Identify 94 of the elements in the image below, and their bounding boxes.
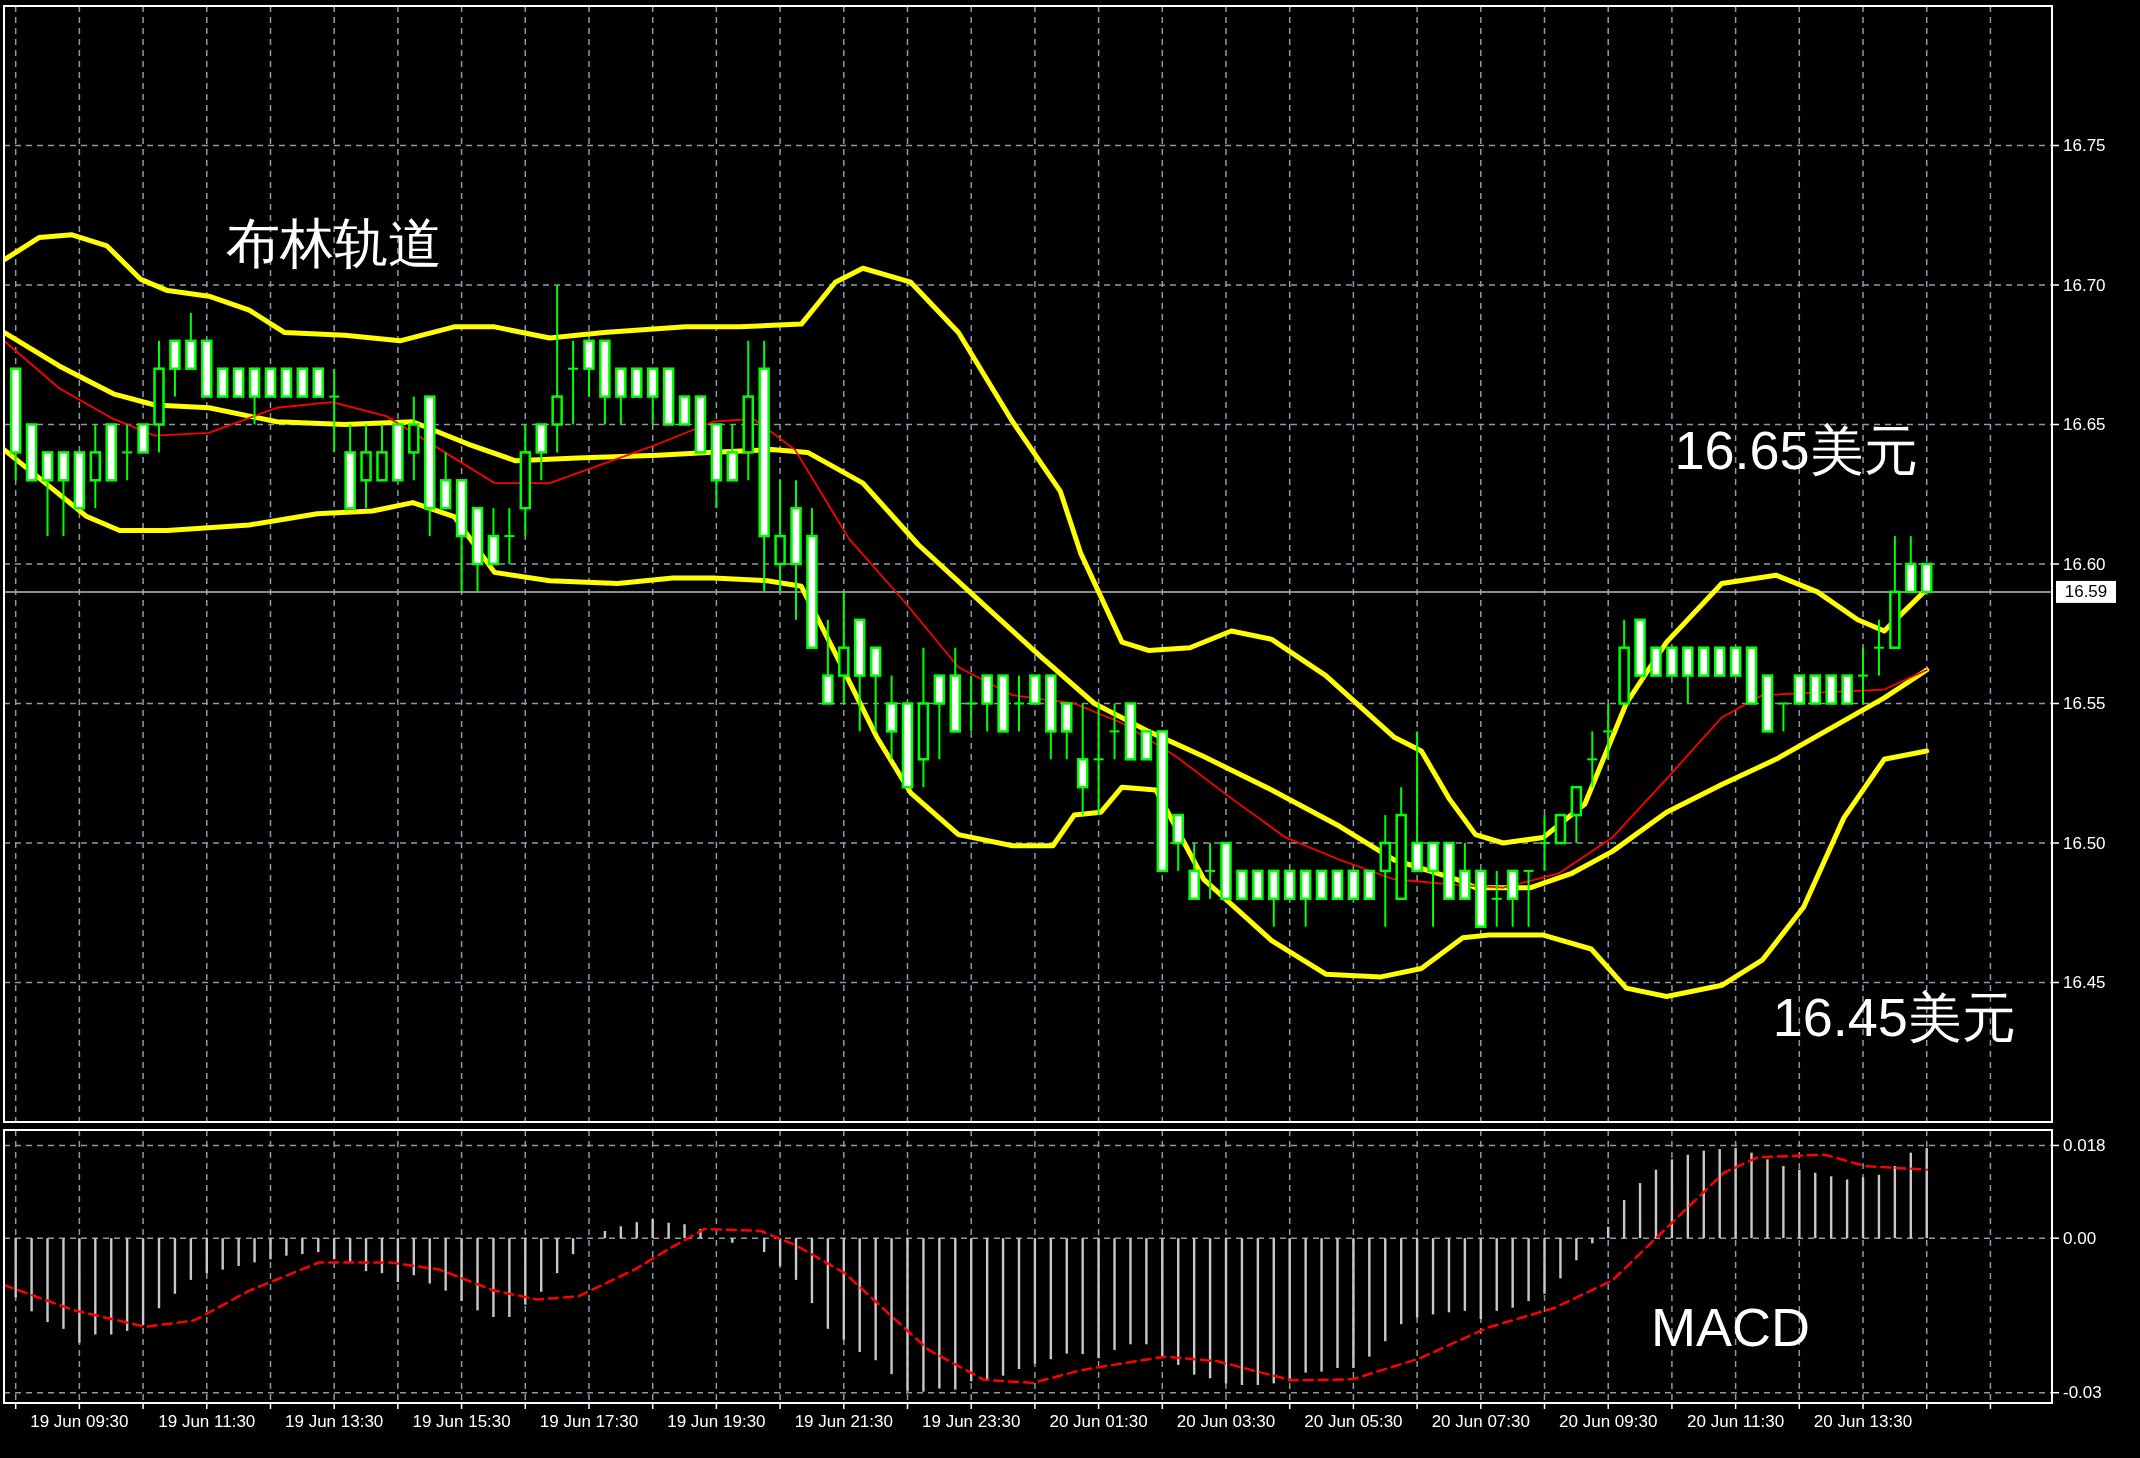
candlestick [1204, 842, 1217, 900]
x-tick-label: 19 Jun 21:30 [794, 1412, 893, 1431]
bar [731, 1238, 734, 1243]
bar [460, 1238, 463, 1302]
x-tick-label: 20 Jun 05:30 [1304, 1412, 1403, 1431]
annotation: MACD [1650, 1296, 1810, 1357]
annotation: 布林轨道 [225, 212, 442, 273]
bar [30, 1238, 33, 1312]
bar [253, 1238, 256, 1263]
y-tick-label: 0.018 [2063, 1135, 2106, 1155]
bar [285, 1238, 288, 1256]
x-tick-label: 19 Jun 23:30 [922, 1412, 1021, 1431]
bar [1734, 1148, 1737, 1239]
bar [1511, 1238, 1514, 1308]
bar [508, 1238, 511, 1317]
y-tick-label: 16.65 [2063, 415, 2106, 434]
x-tick-label: 20 Jun 09:30 [1559, 1412, 1658, 1431]
x-tick-label: 20 Jun 13:30 [1813, 1412, 1913, 1431]
bar [922, 1238, 925, 1392]
bar [1766, 1159, 1769, 1239]
bar [1081, 1238, 1084, 1355]
candlestick [1012, 674, 1025, 733]
annotation: 16.65美元 [1674, 420, 1918, 481]
bar [1336, 1238, 1339, 1368]
x-tick-label: 20 Jun 03:30 [1176, 1412, 1276, 1431]
bar [1575, 1238, 1578, 1261]
candlestick [1490, 869, 1503, 928]
candlestick [1602, 702, 1615, 761]
bar [651, 1219, 654, 1239]
bar [1304, 1238, 1307, 1373]
x-tick-label: 20 Jun 07:30 [1431, 1412, 1530, 1431]
candlestick [567, 339, 580, 426]
bar [62, 1238, 65, 1329]
bar [1161, 1238, 1164, 1359]
bar [667, 1222, 670, 1239]
x-tick-label: 19 Jun 09:30 [30, 1412, 129, 1431]
bar [14, 1238, 17, 1298]
candlestick [121, 423, 134, 482]
bar [1320, 1238, 1323, 1372]
x-tick-label: 19 Jun 15:30 [412, 1412, 511, 1431]
x-tick-label: 19 Jun 17:30 [539, 1412, 639, 1431]
y-tick-label: 0.00 [2063, 1228, 2097, 1248]
bar [1543, 1238, 1546, 1294]
y-tick-label: 16.70 [2063, 275, 2106, 295]
bar [1368, 1238, 1371, 1357]
bar [476, 1238, 479, 1311]
candlestick [965, 674, 978, 733]
bar [683, 1224, 686, 1239]
bar [269, 1238, 272, 1260]
x-tick-label: 19 Jun 11:30 [158, 1412, 256, 1431]
bar [78, 1238, 81, 1343]
bar [1129, 1238, 1132, 1345]
bar [492, 1238, 495, 1317]
candlestick [328, 367, 341, 454]
x-tick-label: 19 Jun 13:30 [285, 1412, 384, 1431]
bar [237, 1238, 240, 1266]
candlestick [1108, 702, 1121, 761]
candlestick [1522, 869, 1535, 928]
x-tick-label: 19 Jun 19:30 [667, 1412, 766, 1431]
bar [1559, 1238, 1562, 1279]
bar [906, 1238, 909, 1392]
bar [1718, 1149, 1721, 1239]
bar [301, 1238, 304, 1255]
y-tick-label: 16.55 [2063, 694, 2106, 713]
candlestick [503, 507, 516, 565]
candlestick [1092, 702, 1105, 817]
bar [938, 1238, 941, 1389]
annotation: 16.45美元 [1772, 987, 2016, 1048]
y-tick-label: 16.50 [2063, 833, 2106, 853]
bar [1352, 1238, 1355, 1368]
bar [890, 1238, 893, 1375]
bar [1113, 1238, 1116, 1350]
candlestick [1872, 618, 1885, 677]
y-tick-label: 16.60 [2063, 554, 2106, 574]
candlestick [1857, 646, 1870, 705]
ref-line-label: 16.59 [2064, 582, 2108, 602]
bar [1145, 1238, 1148, 1345]
bar [1782, 1166, 1785, 1239]
bar [444, 1238, 447, 1291]
y-tick-label: 16.45 [2063, 973, 2106, 992]
x-tick-label: 20 Jun 11:30 [1687, 1412, 1785, 1431]
bar [1527, 1238, 1530, 1302]
candlestick [1586, 730, 1599, 789]
candlestick [1538, 814, 1551, 872]
y-tick-label: -0.03 [2063, 1383, 2102, 1403]
bar [1798, 1169, 1801, 1239]
bar [874, 1238, 877, 1361]
bar [1750, 1152, 1753, 1239]
candlestick [1777, 702, 1790, 733]
y-tick-label: 16.75 [2063, 136, 2106, 155]
bar [1097, 1238, 1100, 1359]
bar [46, 1238, 49, 1323]
bar [94, 1238, 97, 1335]
x-tick-label: 20 Jun 01:30 [1049, 1412, 1148, 1431]
